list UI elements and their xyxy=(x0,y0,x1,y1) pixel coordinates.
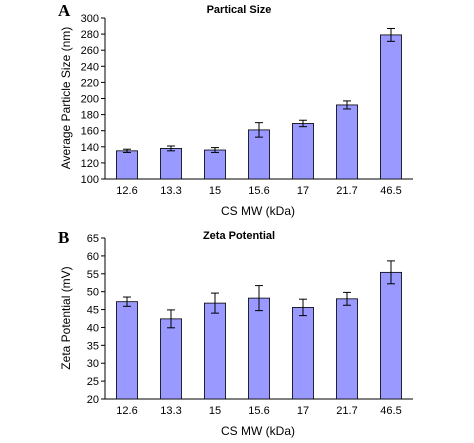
panel-a-x-tick-label: 46.5 xyxy=(380,185,401,197)
panel-b-bar xyxy=(380,271,402,400)
panel-b-x-tick-label: 17 xyxy=(297,405,309,417)
panel-a-bar xyxy=(336,104,358,180)
panel-a-x-tick-label: 15 xyxy=(209,185,221,197)
panel-b-x-tick-label: 21.7 xyxy=(336,405,357,417)
panel-letter-b: B xyxy=(58,228,69,247)
panel-letter-a: A xyxy=(58,1,71,20)
panel-b-x-tick-label: 46.5 xyxy=(380,405,401,417)
panel-a-y-tick-label: 200 xyxy=(81,94,99,106)
panel-b-y-tick-label: 20 xyxy=(87,394,99,406)
panel-b-x-tick-label: 15.6 xyxy=(248,405,269,417)
panel-a-bar xyxy=(380,34,402,180)
panel-a-y-tick-label: 220 xyxy=(81,77,99,89)
panel-b-bar xyxy=(292,307,314,400)
panel-a-x-tick-label: 12.6 xyxy=(116,185,137,197)
panel-a-plot-area: 100 120 140 160 180 200 220 240 260 280 300 12.6 13.… xyxy=(81,13,413,197)
panel-a-bar xyxy=(116,150,138,180)
panel-a-y-tick-label: 160 xyxy=(81,126,99,138)
panel-b-bar xyxy=(248,297,270,400)
panel-b-title: Zeta Potential xyxy=(203,230,275,242)
panel-a-title: Partical Size xyxy=(207,4,272,16)
panel-a-bar xyxy=(292,123,314,180)
panel-a-bar xyxy=(204,149,226,180)
panel-a-y-tick-label: 300 xyxy=(81,13,99,25)
panel-a-x-tick-label: 17 xyxy=(297,185,309,197)
panel-a-y-tick-label: 100 xyxy=(81,174,99,186)
panel-b-x-tick-label: 13.3 xyxy=(160,405,181,417)
panel-b-x-tick-label: 12.6 xyxy=(116,405,137,417)
panel-a-y-tick-label: 240 xyxy=(81,61,99,73)
panel-a-x-tick-label: 21.7 xyxy=(336,185,357,197)
panel-b: B Zeta Potential Zeta Potential (mV) CS … xyxy=(58,228,413,438)
panel-a-y-tick-label: 120 xyxy=(81,158,99,170)
panel-a-y-tick-label: 260 xyxy=(81,45,99,57)
panel-b-y-tick-label: 25 xyxy=(87,376,99,388)
panel-b-bar xyxy=(204,302,226,400)
panel-a: A Partical Size Average Particle Size (n… xyxy=(58,1,413,218)
panel-a-y-tick-label: 180 xyxy=(81,110,99,122)
panel-b-y-axis-label: Zeta Potential (mV) xyxy=(59,266,73,369)
panel-b-y-tick-label: 60 xyxy=(87,251,99,263)
panel-b-y-tick-label: 35 xyxy=(87,340,99,352)
panel-b-y-tick-label: 40 xyxy=(87,322,99,334)
panel-b-bar xyxy=(116,301,138,400)
panel-a-x-tick-label: 13.3 xyxy=(160,185,181,197)
panel-b-y-tick-label: 65 xyxy=(87,233,99,245)
panel-a-y-tick-label: 140 xyxy=(81,142,99,154)
panel-b-bar xyxy=(160,318,182,400)
panel-b-x-tick-label: 15 xyxy=(209,405,221,417)
panel-b-y-tick-label: 55 xyxy=(87,269,99,281)
panel-a-x-axis-label: CS MW (kDa) xyxy=(221,204,295,218)
panel-b-plot-area: 20 25 30 35 40 45 50 55 60 65 12.6 13.3 15 15.6 17 21.7… xyxy=(87,233,413,417)
panel-b-y-tick-label: 50 xyxy=(87,287,99,299)
panel-a-y-axis-label: Average Particle Size (nm) xyxy=(59,27,73,170)
panel-a-y-tick-label: 280 xyxy=(81,29,99,41)
panel-b-x-axis-label: CS MW (kDa) xyxy=(221,424,295,438)
panel-b-bar xyxy=(336,298,358,400)
panel-a-x-tick-label: 15.6 xyxy=(248,185,269,197)
panel-a-bar xyxy=(160,148,182,180)
panel-b-y-tick-label: 30 xyxy=(87,358,99,370)
panel-b-y-tick-label: 45 xyxy=(87,305,99,317)
